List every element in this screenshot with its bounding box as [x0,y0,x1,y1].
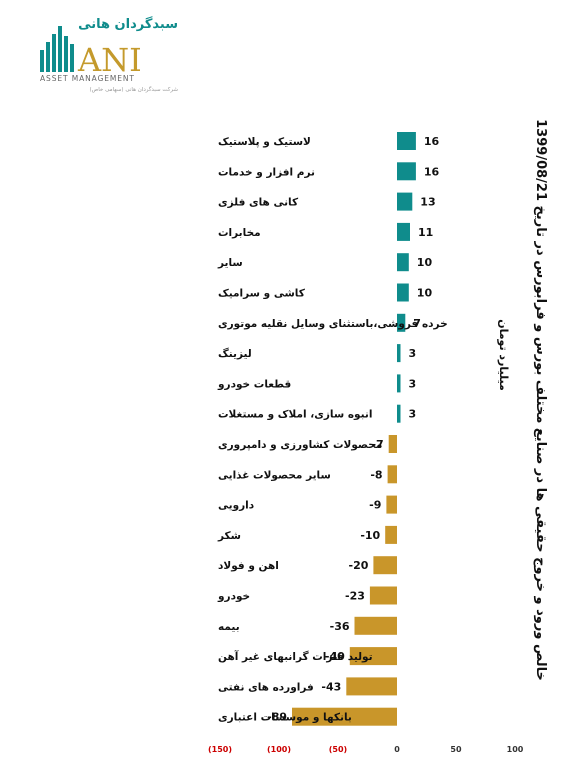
bar [388,435,397,453]
bar [346,677,397,696]
labels-layer: لاستیک و پلاستیک 16 نرم افزار و خدمات 16 کان… [217,135,448,724]
value-label: -8 [370,468,382,481]
category-label: مخابرات [218,227,261,239]
category-label: بانکها و موسسات اعتباری [218,712,352,724]
value-label: 3 [409,408,417,421]
value-label: -89 [267,711,287,724]
bar [397,374,401,393]
chart-title: خالص ورود و خروج حقیقی ها در صنایع مختلف… [533,119,548,681]
value-label: -36 [330,620,350,633]
value-label: -20 [349,559,369,572]
bar [354,616,397,635]
value-label: 3 [409,347,417,360]
category-label: لیزینگ [218,347,252,360]
value-label: -10 [360,529,380,542]
category-label: تولید فلزات گرانبهای غیر آهن [218,650,373,663]
category-label: قطعات خودرو [217,378,291,390]
value-label: 13 [420,196,435,209]
bar [369,586,397,605]
bar [397,283,409,302]
x-axis-ticks: (150) (100) (50) 0 50 100 [208,745,524,754]
value-label: 16 [424,135,440,148]
category-label: نرم افزار و خدمات [218,166,315,178]
bar [373,556,397,575]
unit-label: میلیارد تومان [497,319,510,391]
value-label: 16 [424,165,440,178]
bar [349,647,397,666]
category-label: خرده فروشی،باستثنای وسایل نقلیه موتوری [218,318,448,330]
x-tick-label: (150) [208,745,232,754]
bar [397,132,416,150]
logo-brand-fa: سبدگردان هانی [78,16,178,32]
company-logo: سبدگردان هانی ANI ASSET MANAGEMENT شرکت … [40,16,178,93]
x-tick-label: (100) [267,745,291,754]
value-label: -40 [325,650,345,663]
category-label: اهن و فولاد [218,560,279,572]
bar [387,465,397,484]
x-tick-label: 100 [507,745,524,754]
bar [397,404,401,423]
logo-subtitle-en: ASSET MANAGEMENT [40,74,135,83]
value-label: 10 [417,256,433,269]
value-label: 3 [409,377,417,390]
category-label: انبوه سازی، املاک و مستغلات [218,409,372,421]
bar [385,525,397,544]
category-label: بیمه [218,621,240,633]
category-label: کاشی و سرامیک [218,288,306,300]
category-label: کانی های فلزی [218,197,299,209]
value-label: 10 [417,287,433,300]
bar [292,707,397,726]
category-label: سایر [217,257,243,269]
category-label: سایر محصولات غذایی [218,469,331,481]
logo-bars-icon [40,26,74,72]
x-tick-label: 0 [394,745,400,754]
value-label: 7 [413,317,421,330]
value-label: -43 [321,680,341,693]
x-tick-label: (50) [329,745,347,754]
bars-layer [292,132,416,726]
category-label: فراورده های نفتی [218,681,314,693]
category-label: دارویی [218,500,255,512]
value-label: -7 [371,438,383,451]
category-label: محصولات کشاورزی و دامپروری [218,439,382,451]
bar [397,253,409,272]
category-label: شکر [217,530,241,542]
value-label: -9 [369,499,381,512]
bar [397,162,416,181]
logo-brand-en: ANI [77,41,142,79]
bar [397,313,406,332]
value-label: 11 [418,226,433,239]
logo-tagline-fa: شرکت سبدگردان هانی (سهامی خاص) [89,86,178,93]
bar [397,344,401,363]
bar [386,495,397,514]
x-tick-label: 50 [450,745,462,754]
category-label: خودرو [217,591,250,603]
bar [397,222,410,241]
value-label: -23 [345,590,365,603]
bar [397,192,413,211]
category-label: لاستیک و پلاستیک [218,136,311,148]
